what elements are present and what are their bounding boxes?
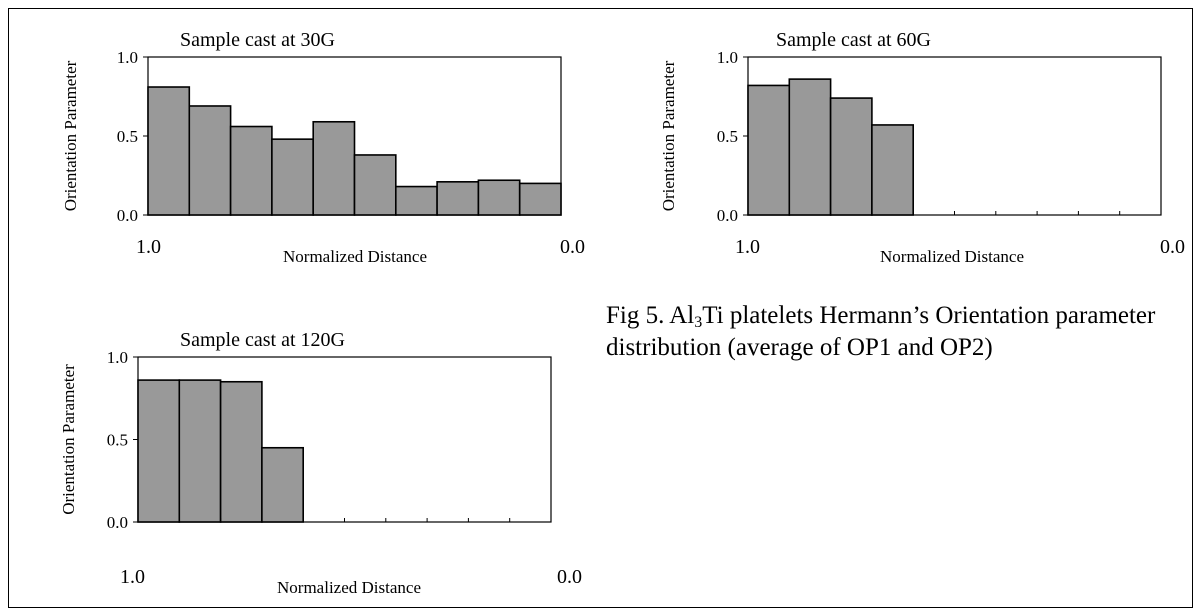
chart-0-bar bbox=[229, 125, 273, 216]
chart-1-x-tick-label: 0.0 bbox=[1160, 236, 1185, 258]
chart-1-title: Sample cast at 60G bbox=[776, 29, 931, 51]
caption-suffix: Ti platelets Hermann’s Orientation param… bbox=[606, 302, 1156, 361]
chart-2-y-tick-label: 1.0 bbox=[107, 348, 128, 367]
chart-2-bar bbox=[219, 380, 263, 523]
chart-2-y-tick-label: 0.0 bbox=[107, 513, 128, 532]
chart-2-title: Sample cast at 120G bbox=[180, 329, 345, 351]
chart-1-bar bbox=[871, 124, 915, 216]
chart-0-x-axis-label: Normalized Distance bbox=[283, 247, 427, 266]
chart-0-x-tick-label: 0.0 bbox=[560, 236, 585, 258]
chart-0-bar bbox=[518, 182, 562, 216]
chart-2-bar bbox=[178, 379, 222, 523]
chart-0-bar bbox=[188, 105, 232, 216]
chart-0-y-tick-label: 0.0 bbox=[117, 206, 138, 225]
chart-0-y-tick-label: 0.5 bbox=[117, 127, 138, 146]
chart-2-x-axis-label: Normalized Distance bbox=[277, 578, 421, 597]
chart-1-x-axis-label: Normalized Distance bbox=[880, 247, 1024, 266]
chart-0-x-tick-label: 1.0 bbox=[136, 236, 161, 258]
chart-1-bar bbox=[788, 78, 832, 216]
chart-2-bar bbox=[261, 446, 304, 523]
chart-0-y-tick-label: 1.0 bbox=[117, 48, 138, 67]
chart-1-y-axis-label: Orientation Parameter bbox=[659, 60, 678, 211]
chart-0-bar bbox=[477, 179, 521, 216]
chart-2-y-tick-label: 0.5 bbox=[107, 431, 128, 450]
chart-2-y-axis-label: Orientation Parameter bbox=[59, 364, 78, 515]
chart-1-y-tick-label: 0.0 bbox=[717, 206, 738, 225]
chart-0-bar bbox=[271, 138, 314, 216]
chart-1-y-tick-label: 1.0 bbox=[717, 48, 738, 67]
chart-0-bar bbox=[436, 181, 480, 216]
chart-1-bar bbox=[747, 84, 791, 216]
chart-2-x-tick-label: 0.0 bbox=[557, 566, 582, 588]
chart-2-x-tick-label: 1.0 bbox=[120, 566, 145, 588]
chart-0-y-axis-label: Orientation Parameter bbox=[61, 60, 80, 211]
chart-1-bar bbox=[829, 97, 873, 216]
chart-0-bar bbox=[312, 120, 356, 216]
chart-0-bar bbox=[394, 185, 438, 216]
caption-prefix: Fig 5. Al bbox=[606, 302, 695, 329]
chart-0-bar bbox=[147, 86, 191, 216]
caption-subscript: 3 bbox=[694, 314, 703, 331]
figure-frame bbox=[8, 8, 1193, 608]
chart-0-bar bbox=[353, 154, 397, 216]
chart-2-bar bbox=[137, 379, 181, 523]
figure-caption: Fig 5. Al3Ti platelets Hermann’s Orienta… bbox=[606, 300, 1191, 364]
chart-1-x-tick-label: 1.0 bbox=[735, 236, 760, 258]
chart-1-y-tick-label: 0.5 bbox=[717, 127, 738, 146]
chart-0-title: Sample cast at 30G bbox=[180, 29, 335, 51]
